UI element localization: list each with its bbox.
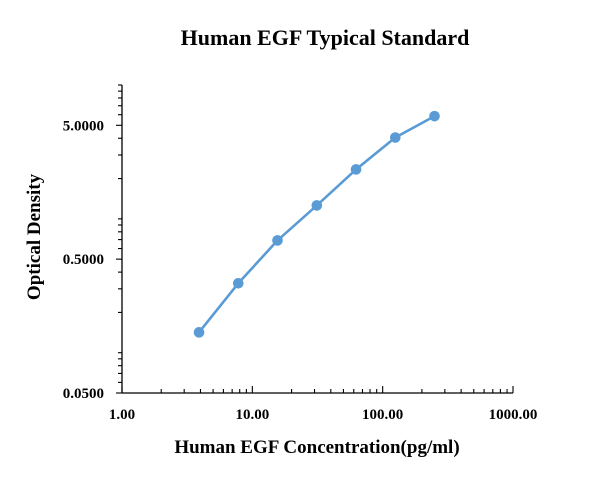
axes (121, 85, 513, 394)
data-point (272, 235, 283, 246)
data-point (350, 164, 362, 175)
series-line (198, 115, 436, 334)
y-tick-label: 5.0000 (63, 118, 104, 134)
ticks (116, 84, 514, 394)
data-point (311, 200, 323, 211)
x-tick-label: 1000.00 (489, 407, 538, 423)
data-point (389, 132, 401, 143)
data-point (193, 327, 205, 338)
y-tick-label: 0.5000 (63, 252, 104, 268)
data-point (232, 278, 244, 289)
series (193, 110, 440, 338)
y-tick-label: 0.0500 (63, 386, 104, 402)
x-tick-label: 1.00 (109, 407, 135, 423)
chart-title: Human EGF Typical Standard (181, 25, 470, 50)
y-axis-label: Optical Density (24, 173, 45, 300)
x-tick-label: 10.00 (235, 407, 269, 423)
tick-labels: 1.00 10.00 100.00 1000.00 0.0500 0.5000 5.0000 (63, 118, 538, 423)
x-tick-label: 100.00 (362, 407, 403, 423)
data-point (429, 110, 440, 122)
x-axis-label: Human EGF Concentration(pg/ml) (174, 437, 459, 458)
